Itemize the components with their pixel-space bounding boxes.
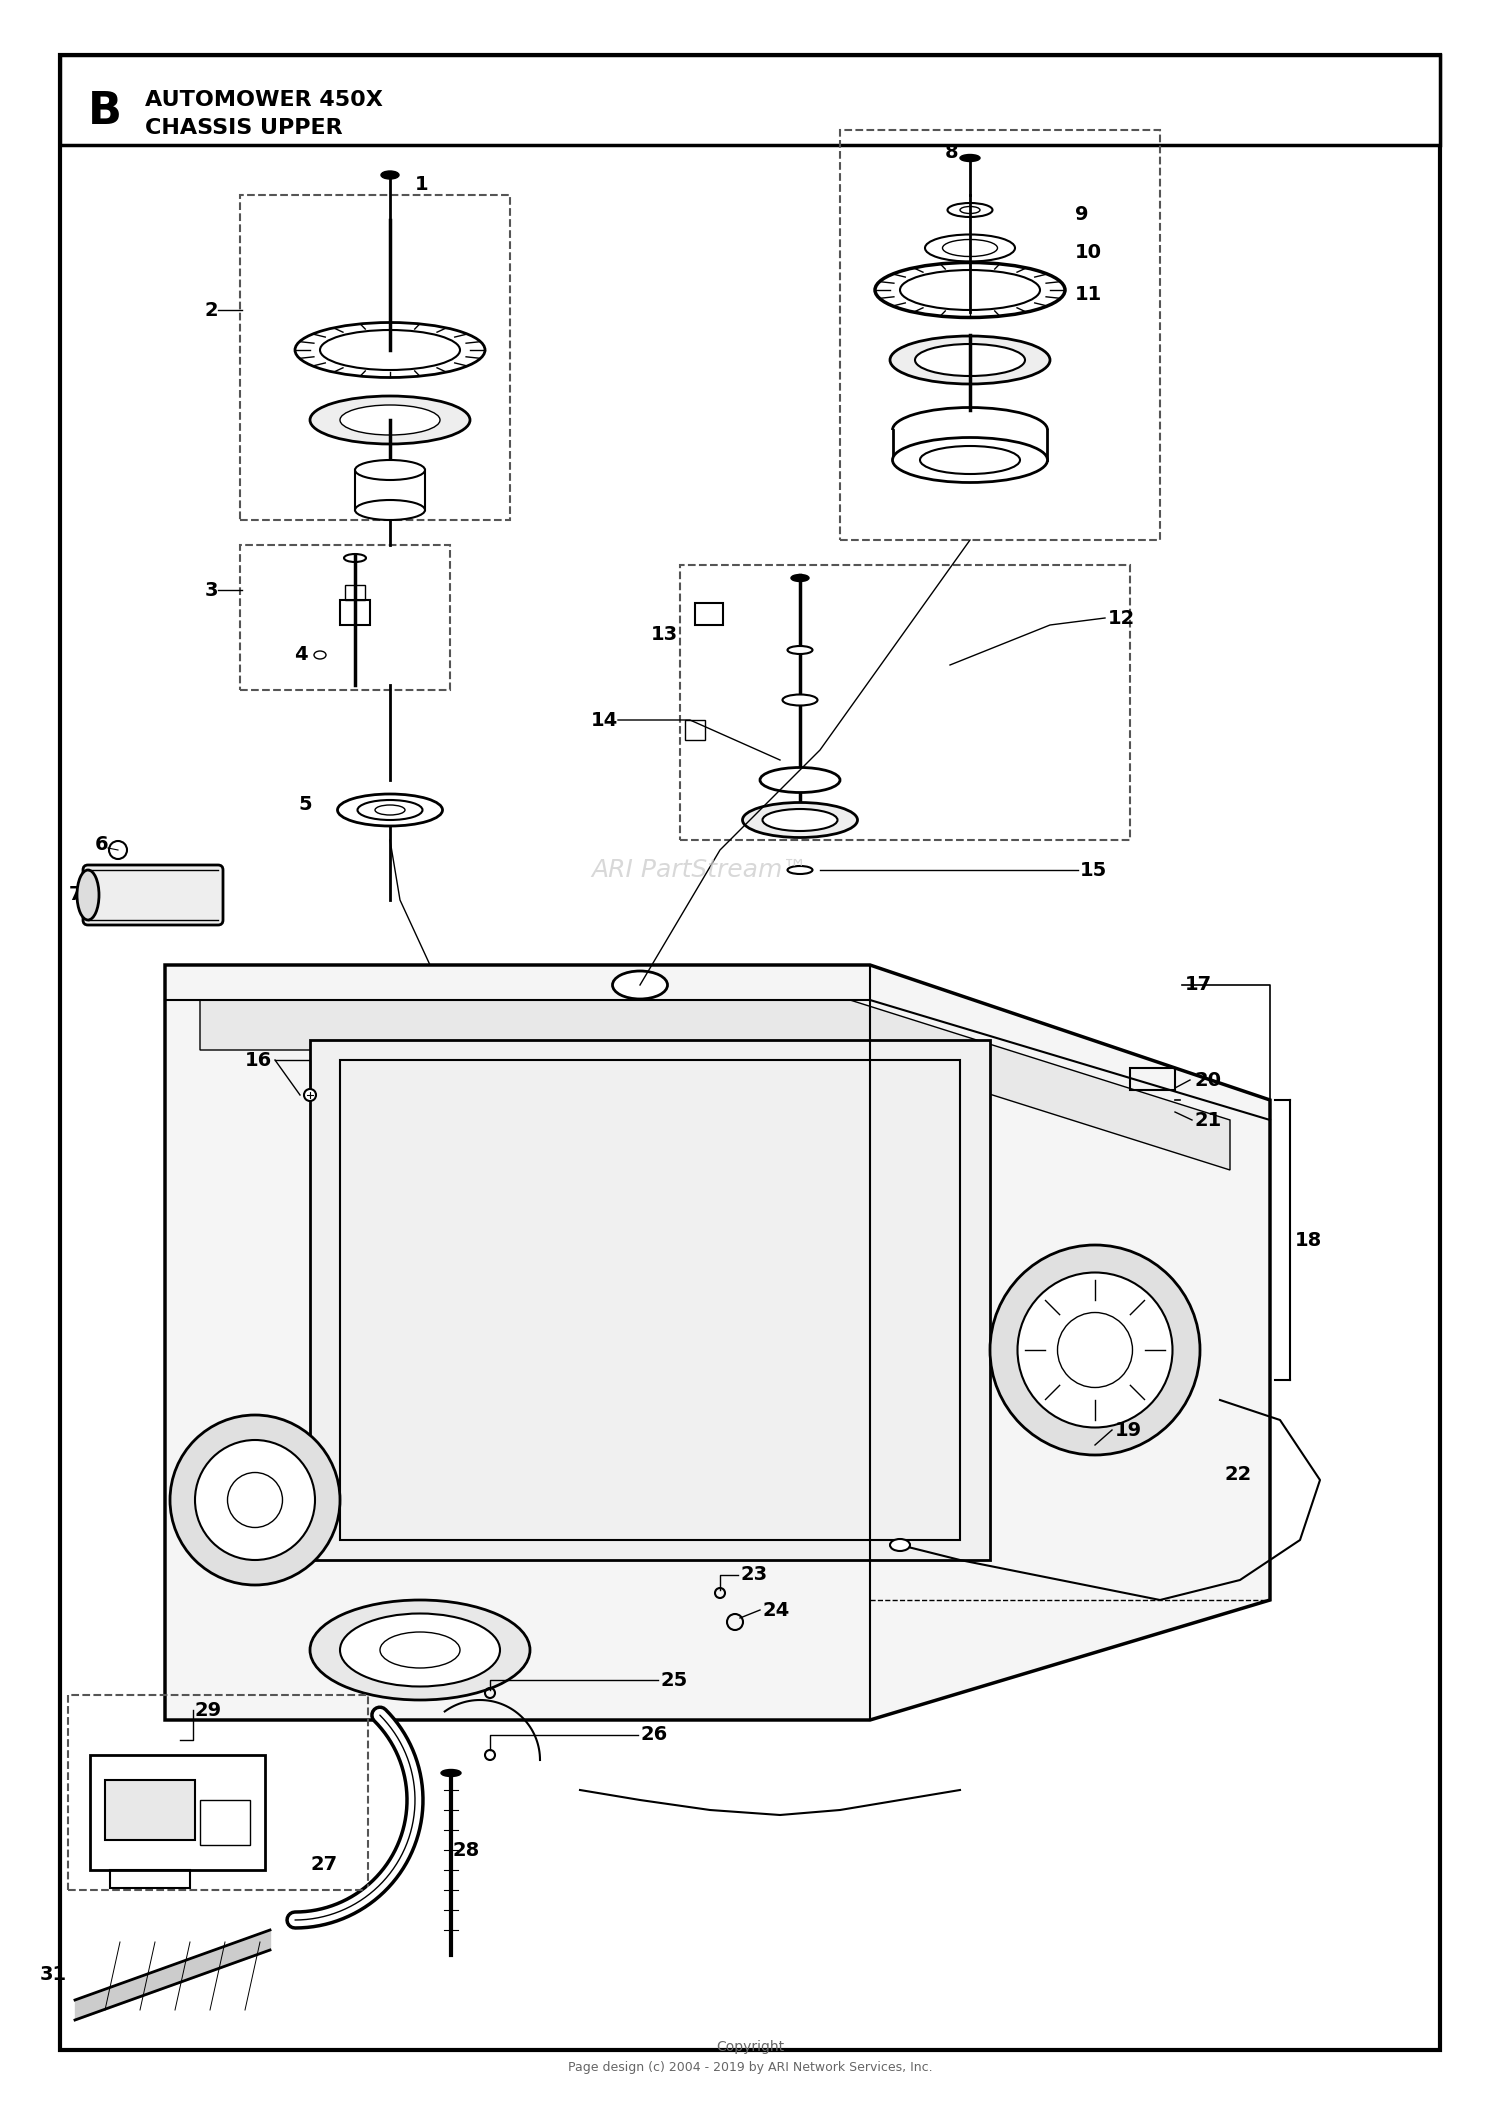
Ellipse shape: [742, 803, 858, 837]
Ellipse shape: [890, 1539, 910, 1551]
Text: 18: 18: [1294, 1230, 1323, 1249]
Ellipse shape: [612, 971, 668, 998]
Bar: [90, 1755, 266, 1871]
Ellipse shape: [310, 395, 470, 444]
Ellipse shape: [874, 263, 1065, 317]
Text: 26: 26: [640, 1726, 668, 1745]
Text: 7: 7: [69, 885, 82, 904]
Text: 28: 28: [453, 1841, 480, 1860]
Text: 2: 2: [204, 301, 218, 320]
Bar: [340, 599, 370, 624]
Polygon shape: [165, 965, 1270, 1719]
Bar: [686, 721, 705, 740]
Ellipse shape: [356, 460, 424, 479]
Polygon shape: [200, 1001, 1230, 1171]
Ellipse shape: [915, 345, 1024, 376]
Ellipse shape: [790, 574, 808, 582]
Ellipse shape: [890, 336, 1050, 385]
Ellipse shape: [948, 204, 993, 217]
Bar: [60, 55, 1440, 145]
Text: 11: 11: [1076, 286, 1102, 305]
Ellipse shape: [381, 170, 399, 179]
Bar: [105, 1780, 195, 1839]
Text: CHASSIS UPPER: CHASSIS UPPER: [146, 118, 342, 139]
Bar: [840, 130, 1160, 540]
Ellipse shape: [195, 1440, 315, 1560]
Text: 13: 13: [651, 626, 678, 645]
Text: 27: 27: [310, 1856, 338, 1875]
Text: 4: 4: [294, 645, 307, 664]
Text: 29: 29: [195, 1701, 222, 1719]
Text: 6: 6: [94, 834, 108, 856]
Text: 1: 1: [416, 174, 429, 195]
Bar: [240, 544, 450, 689]
Text: 15: 15: [1080, 860, 1107, 879]
Text: 16: 16: [244, 1051, 272, 1070]
Text: B: B: [88, 90, 122, 135]
Ellipse shape: [441, 1770, 460, 1776]
Ellipse shape: [990, 1244, 1200, 1455]
Text: Copyright: Copyright: [716, 2041, 784, 2054]
Ellipse shape: [170, 1415, 340, 1585]
Ellipse shape: [1017, 1272, 1173, 1427]
Text: 12: 12: [1108, 607, 1136, 628]
Text: 25: 25: [660, 1671, 687, 1690]
Text: 19: 19: [1114, 1421, 1142, 1440]
Text: 10: 10: [1076, 242, 1102, 261]
Bar: [240, 195, 510, 519]
Text: Page design (c) 2004 - 2019 by ARI Network Services, Inc.: Page design (c) 2004 - 2019 by ARI Netwo…: [567, 2060, 933, 2073]
Text: AUTOMOWER 450X: AUTOMOWER 450X: [146, 90, 382, 109]
Text: 20: 20: [1196, 1070, 1222, 1089]
Text: 24: 24: [762, 1600, 789, 1619]
Ellipse shape: [960, 156, 980, 162]
Ellipse shape: [760, 767, 840, 792]
Ellipse shape: [304, 1089, 316, 1101]
Ellipse shape: [788, 645, 813, 654]
Ellipse shape: [926, 235, 1016, 261]
Text: 21: 21: [1196, 1110, 1222, 1129]
Ellipse shape: [783, 694, 818, 706]
Ellipse shape: [762, 809, 837, 830]
FancyBboxPatch shape: [82, 866, 224, 925]
Bar: [340, 1059, 960, 1541]
Bar: [680, 565, 1130, 841]
Ellipse shape: [338, 795, 442, 826]
Text: 17: 17: [1185, 975, 1212, 994]
Bar: [310, 1040, 990, 1560]
Text: 5: 5: [298, 795, 312, 813]
Ellipse shape: [892, 437, 1047, 483]
Text: 31: 31: [40, 1965, 68, 1984]
Text: 22: 22: [1226, 1465, 1252, 1484]
Bar: [356, 471, 424, 511]
Text: 3: 3: [204, 580, 218, 599]
Ellipse shape: [296, 322, 484, 378]
Bar: [345, 584, 364, 599]
Ellipse shape: [76, 870, 99, 921]
Bar: [694, 603, 723, 624]
Ellipse shape: [356, 500, 424, 519]
Ellipse shape: [340, 1614, 500, 1686]
Text: 9: 9: [1076, 206, 1089, 225]
Bar: [1130, 1068, 1174, 1091]
Ellipse shape: [340, 406, 439, 435]
Ellipse shape: [357, 801, 423, 820]
Ellipse shape: [320, 330, 460, 370]
Text: 8: 8: [945, 143, 958, 162]
Text: 23: 23: [740, 1566, 766, 1585]
Bar: [68, 1694, 368, 1890]
Ellipse shape: [900, 269, 1040, 309]
Bar: [200, 1799, 250, 1846]
Text: 14: 14: [591, 710, 618, 729]
Text: ARI PartStream™: ARI PartStream™: [592, 858, 808, 883]
Ellipse shape: [310, 1600, 530, 1701]
